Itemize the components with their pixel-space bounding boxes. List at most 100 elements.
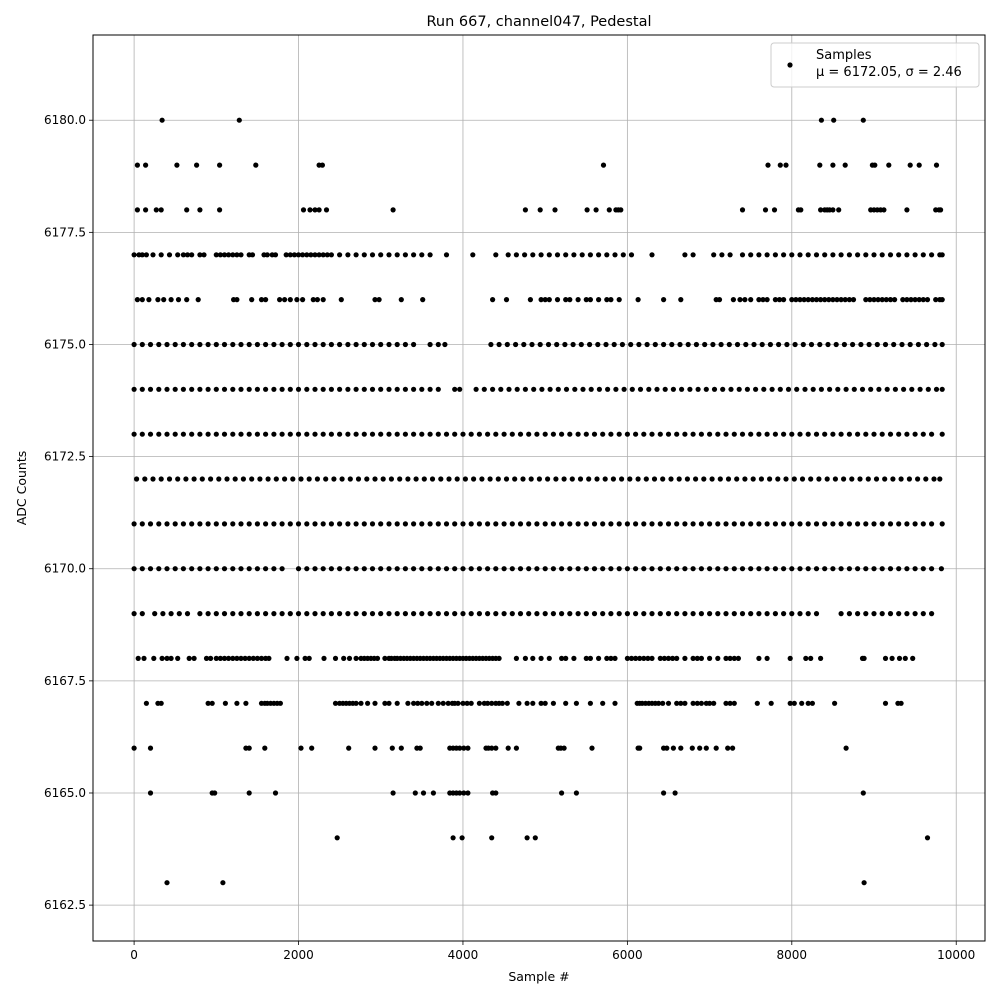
data-point [665,521,672,527]
data-point [682,655,688,662]
data-point [635,297,641,303]
data-point [272,790,279,796]
data-point [487,476,493,482]
data-point [161,297,167,303]
data-point [701,476,707,482]
data-point [147,521,154,527]
data-point [445,700,451,706]
data-point [131,611,137,617]
data-point [711,386,718,392]
data-point [452,431,458,437]
data-point [674,611,680,617]
data-point [189,386,195,392]
data-point [616,566,622,572]
data-point [147,431,154,437]
data-point [624,566,631,572]
data-point [591,566,598,572]
data-point [530,655,536,662]
data-point [668,476,674,482]
data-point [600,700,606,706]
data-point [628,655,635,662]
y-tick-label: 6172.5 [44,450,86,464]
data-point [143,700,149,706]
data-point [604,252,610,258]
data-point [205,700,211,706]
data-point [707,431,713,437]
data-point [524,835,530,841]
data-point [300,207,307,213]
data-point [781,252,787,258]
data-point [866,341,872,348]
data-point [304,611,310,617]
data-point [789,521,795,527]
data-point [131,386,137,392]
data-point [446,476,452,482]
data-point [822,521,828,527]
data-point [493,745,499,751]
data-point [465,745,471,751]
data-point [777,162,783,168]
data-point [191,655,197,662]
data-point [813,521,820,527]
data-point [158,252,164,258]
legend-series-name: Samples [816,48,872,63]
data-point [450,835,456,841]
data-point [411,252,417,258]
data-point [744,386,751,392]
data-point [860,117,866,123]
data-point [633,655,639,662]
data-point [677,341,683,348]
data-point [731,566,737,572]
data-point [212,790,218,796]
data-point [238,655,244,662]
data-point [213,611,219,617]
data-point [331,476,337,482]
data-point [604,297,610,303]
data-point [172,431,178,437]
data-point [920,566,926,572]
data-point [579,252,585,258]
data-point [698,700,705,706]
data-point [542,521,548,527]
data-point [411,431,417,437]
data-point [583,655,589,662]
data-point [850,341,856,348]
data-point [390,207,396,213]
data-point [559,431,565,437]
data-point [205,611,211,617]
data-point [345,566,351,572]
data-point [830,431,836,437]
data-point [637,655,643,662]
data-point [764,297,770,303]
data-point [857,476,863,482]
data-point [532,835,538,841]
data-point [353,341,359,348]
data-point [209,700,215,706]
data-point [805,700,811,706]
data-point [809,297,816,303]
data-point [147,386,154,392]
data-point [238,566,244,572]
data-point [863,431,869,437]
data-point [254,431,260,437]
data-point [376,297,382,303]
data-point [771,207,778,213]
data-point [234,655,240,662]
data-point [184,297,190,303]
data-point [257,476,263,482]
data-point [287,386,293,392]
data-point [702,341,708,348]
data-point [739,611,746,617]
data-point [879,611,885,617]
data-point [756,521,762,527]
data-point [139,341,145,348]
data-point [386,431,392,437]
data-point [526,566,532,572]
data-point [135,655,141,662]
data-point [808,655,814,662]
data-point [879,566,885,572]
data-point [799,700,805,706]
data-point [164,655,170,662]
data-point [505,745,511,751]
